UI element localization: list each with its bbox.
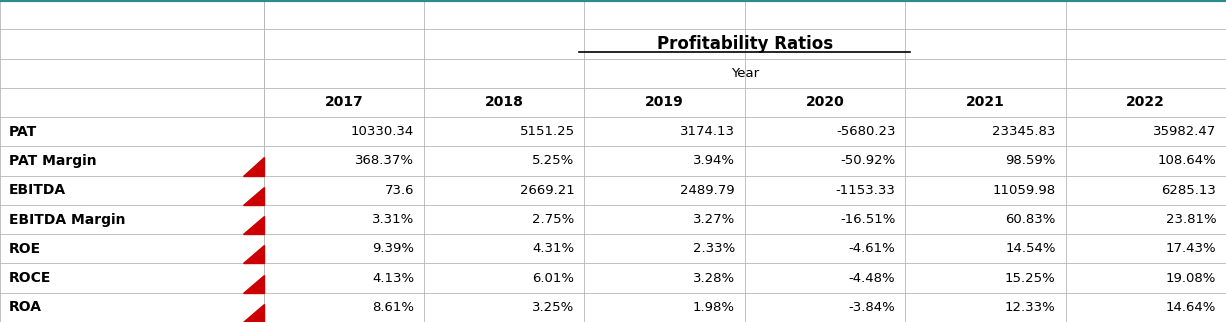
Text: -5680.23: -5680.23: [836, 125, 895, 138]
Polygon shape: [243, 157, 264, 175]
Text: 60.83%: 60.83%: [1005, 213, 1056, 226]
Text: Profitability Ratios: Profitability Ratios: [657, 35, 832, 53]
Text: 3.25%: 3.25%: [532, 301, 575, 314]
Text: 5.25%: 5.25%: [532, 155, 575, 167]
Polygon shape: [243, 304, 264, 322]
Text: 4.13%: 4.13%: [371, 271, 414, 285]
Polygon shape: [243, 245, 264, 263]
Text: -16.51%: -16.51%: [840, 213, 895, 226]
Text: -1153.33: -1153.33: [835, 184, 895, 197]
Text: -4.48%: -4.48%: [848, 271, 895, 285]
Text: 4.31%: 4.31%: [532, 242, 575, 255]
Text: -3.84%: -3.84%: [848, 301, 895, 314]
Text: 3174.13: 3174.13: [680, 125, 734, 138]
Text: Year: Year: [731, 67, 759, 80]
Text: 2019: 2019: [645, 95, 684, 109]
Text: 10330.34: 10330.34: [351, 125, 414, 138]
Text: 3.28%: 3.28%: [693, 271, 734, 285]
Text: ROE: ROE: [9, 242, 40, 256]
Text: 19.08%: 19.08%: [1166, 271, 1216, 285]
Text: 73.6: 73.6: [385, 184, 414, 197]
Text: 2.75%: 2.75%: [532, 213, 575, 226]
Text: 2022: 2022: [1127, 95, 1165, 109]
Text: 98.59%: 98.59%: [1005, 155, 1056, 167]
Text: 17.43%: 17.43%: [1166, 242, 1216, 255]
Text: 1.98%: 1.98%: [693, 301, 734, 314]
Text: PAT: PAT: [9, 125, 37, 139]
Text: 6.01%: 6.01%: [532, 271, 575, 285]
Text: 2017: 2017: [325, 95, 363, 109]
Text: PAT Margin: PAT Margin: [9, 154, 96, 168]
Text: 2489.79: 2489.79: [680, 184, 734, 197]
Text: 368.37%: 368.37%: [356, 155, 414, 167]
Text: 2018: 2018: [484, 95, 524, 109]
Text: 2021: 2021: [966, 95, 1005, 109]
Text: 9.39%: 9.39%: [373, 242, 414, 255]
Text: 23345.83: 23345.83: [992, 125, 1056, 138]
Text: 11059.98: 11059.98: [993, 184, 1056, 197]
Text: 108.64%: 108.64%: [1157, 155, 1216, 167]
Text: 3.27%: 3.27%: [693, 213, 734, 226]
Polygon shape: [243, 216, 264, 234]
Text: 8.61%: 8.61%: [373, 301, 414, 314]
Text: 35982.47: 35982.47: [1152, 125, 1216, 138]
Text: 12.33%: 12.33%: [1005, 301, 1056, 314]
Text: ROCE: ROCE: [9, 271, 51, 285]
Text: 23.81%: 23.81%: [1166, 213, 1216, 226]
Text: 6285.13: 6285.13: [1161, 184, 1216, 197]
Text: -50.92%: -50.92%: [840, 155, 895, 167]
Text: EBITDA Margin: EBITDA Margin: [9, 213, 125, 227]
Text: 15.25%: 15.25%: [1005, 271, 1056, 285]
Text: 2020: 2020: [805, 95, 845, 109]
Polygon shape: [243, 187, 264, 205]
Text: 2669.21: 2669.21: [520, 184, 575, 197]
Text: EBITDA: EBITDA: [9, 183, 66, 197]
Text: 3.31%: 3.31%: [371, 213, 414, 226]
Text: 5151.25: 5151.25: [520, 125, 575, 138]
Text: 2.33%: 2.33%: [693, 242, 734, 255]
Text: 3.94%: 3.94%: [693, 155, 734, 167]
Text: 14.54%: 14.54%: [1005, 242, 1056, 255]
Polygon shape: [243, 275, 264, 293]
Text: -4.61%: -4.61%: [848, 242, 895, 255]
Text: 14.64%: 14.64%: [1166, 301, 1216, 314]
Text: ROA: ROA: [9, 300, 42, 314]
